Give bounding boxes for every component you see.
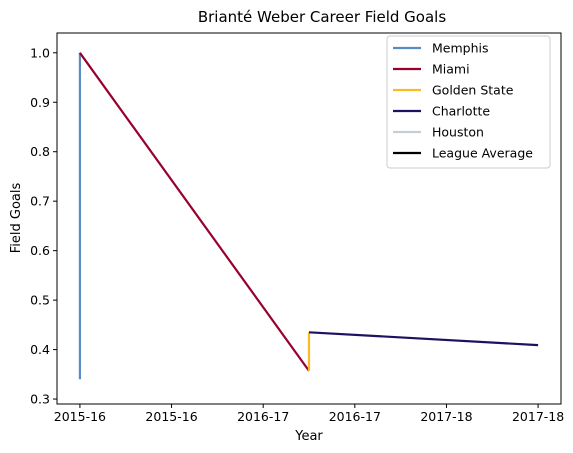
legend-label: Golden State <box>432 83 514 98</box>
legend-label: League Average <box>432 146 533 161</box>
legend: Memphis Miami Golden State Charlotte Houston… <box>386 35 551 169</box>
y-tick-label: 0.8 <box>30 144 50 159</box>
x-tick-label: 2016-17 <box>237 409 289 424</box>
x-tick-label: 2016-17 <box>329 409 381 424</box>
y-tick-label: 0.3 <box>30 392 50 407</box>
x-tick-label: 2015-16 <box>145 409 197 424</box>
y-tick-label: 0.6 <box>30 243 50 258</box>
x-tick-label: 2017-18 <box>420 409 472 424</box>
y-tick-label: 0.7 <box>30 194 50 209</box>
legend-label: Charlotte <box>432 104 490 119</box>
legend-label: Miami <box>432 62 470 77</box>
plot-frame <box>56 32 562 405</box>
legend-label: Houston <box>432 125 484 140</box>
x-axis-title: Year <box>294 429 323 444</box>
y-axis: 0.3 0.4 0.5 0.6 0.7 0.8 0.9 1.0 <box>30 45 57 407</box>
y-tick-label: 1.0 <box>30 45 50 60</box>
x-tick-label: 2015-16 <box>54 409 106 424</box>
y-tick-label: 0.5 <box>30 293 50 308</box>
x-axis: 2015-16 2015-16 2016-17 2016-17 2017-18 2017-… <box>54 404 564 424</box>
legend-label: Memphis <box>432 41 489 56</box>
series-line-miami <box>79 52 310 372</box>
series-line-charlotte <box>308 331 539 347</box>
legend-box <box>386 35 551 169</box>
y-axis-title: Field Goals <box>9 183 24 254</box>
chart-title: Brianté Weber Career Field Goals <box>198 8 447 26</box>
series-lines <box>78 52 539 380</box>
x-tick-label: 2017-18 <box>512 409 564 424</box>
legend-items: Memphis Miami Golden State Charlotte Houston… <box>393 41 533 161</box>
y-tick-label: 0.9 <box>30 95 50 110</box>
y-tick-label: 0.4 <box>30 342 50 357</box>
